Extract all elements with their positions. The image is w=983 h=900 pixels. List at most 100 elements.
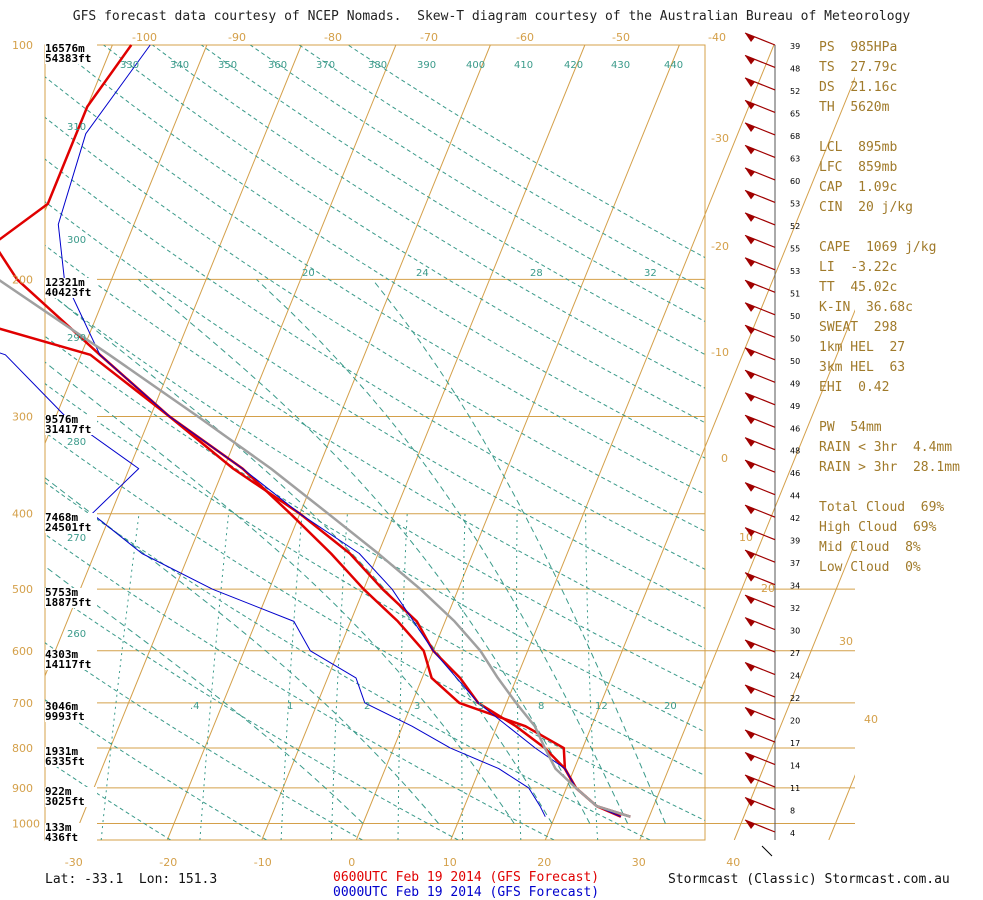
pressure-tick-100: 100	[12, 39, 33, 52]
wind-barb	[744, 234, 776, 248]
dry-adiabat	[45, 699, 267, 840]
wind-height-label: 37	[790, 559, 800, 568]
stat-label: LFC	[819, 160, 843, 175]
altitude-meters: 7468m	[45, 510, 79, 524]
stat-value: 4.4mm	[912, 440, 953, 455]
mixing-ratio-label: 2	[364, 701, 370, 712]
series-layer	[0, 44, 631, 818]
mixing-ratio-label: 20	[664, 701, 677, 712]
stat-row: TT 45.02c	[819, 278, 960, 298]
wind-barb	[744, 279, 776, 293]
wind-height-label: 22	[790, 694, 800, 703]
wind-barb	[744, 32, 776, 46]
wind-barb	[744, 549, 776, 563]
mixing-ratio-line	[280, 513, 303, 840]
wind-barb-flag	[745, 55, 755, 65]
stat-value: -3.22c	[850, 260, 898, 275]
altitude-feet: 31417ft	[45, 423, 92, 437]
stat-label: RAIN > 3hr	[819, 460, 898, 475]
moist-adiabat	[45, 565, 364, 824]
wind-barb-flag	[745, 77, 755, 87]
isotherm	[733, 541, 855, 840]
wind-barb	[744, 482, 776, 496]
stat-row: LFC 859mb	[819, 158, 960, 178]
isotherm	[45, 45, 302, 678]
isotherm	[450, 45, 775, 840]
wind-height-label: 39	[790, 42, 800, 51]
wind-barb	[744, 54, 776, 69]
wind-height-label: 44	[790, 492, 800, 501]
stat-row: LI -3.22c	[819, 258, 960, 278]
sounding-stats: PS 985HPa TS 27.79c DS 21.16c TH 5620m LCL …	[819, 38, 960, 578]
mixing-ratio-label: 1	[287, 701, 293, 712]
wind-barb	[744, 572, 776, 586]
wind-barb	[744, 459, 776, 473]
isotherm	[544, 76, 855, 840]
stat-row: RAIN > 3hr 28.1mm	[819, 458, 960, 478]
moist-adiabat	[45, 361, 515, 824]
temp-tick-bottom: 0	[348, 856, 355, 869]
stat-value: 21.16c	[850, 80, 898, 95]
wind-height-label: 39	[790, 537, 800, 546]
wind-barb-flag	[745, 550, 755, 560]
dry-adiabat	[45, 201, 705, 609]
wind-height-label: 46	[790, 424, 800, 433]
wind-barb-flag	[745, 392, 755, 402]
stat-row: 1km HEL 27	[819, 338, 960, 358]
altitude-label-200: 12321m 40423ft	[45, 277, 97, 299]
temp-tick-bottom: -20	[159, 856, 177, 869]
altitude-label-700: 3046m 9993ft	[45, 701, 97, 722]
stat-value: 298	[873, 320, 898, 335]
wind-barb	[744, 819, 776, 833]
stat-row: Total Cloud 69%	[819, 498, 960, 518]
stat-label: EHI	[819, 380, 843, 395]
dry-adiabat	[45, 587, 459, 840]
wind-barb-flag	[745, 707, 755, 717]
dry-adiabat-label: 430	[611, 60, 630, 71]
stat-label: CIN	[819, 200, 843, 215]
dry-adiabat-label: 310	[67, 122, 86, 133]
dry-adiabat-label: 300	[67, 235, 86, 246]
wind-barbs: 3948526568636053525553515050504949464846…	[744, 32, 800, 857]
wind-barb-flag	[745, 527, 755, 537]
wind-barb-flag	[745, 347, 755, 357]
dry-adiabat-label: 260	[67, 629, 86, 640]
wind-barb	[744, 144, 776, 158]
wind-barb-flag	[745, 100, 755, 110]
mixing-ratio-line	[585, 513, 599, 840]
wind-barb-flag	[745, 572, 755, 582]
temp-tick-top: -80	[324, 31, 342, 44]
wind-barb	[744, 751, 776, 766]
pressure-tick-800: 800	[12, 742, 33, 755]
wind-barb	[744, 504, 776, 518]
wind-height-label: 30	[790, 627, 800, 636]
temp-tick-top: -90	[228, 31, 246, 44]
wind-height-label: 63	[790, 154, 800, 163]
dry-adiabat-label: 410	[514, 60, 533, 71]
wind-barb	[744, 167, 776, 181]
isotherm	[261, 45, 586, 840]
wind-barb	[744, 684, 776, 698]
dry-adiabat-label: 370	[316, 60, 335, 71]
temp-tick-bottom: 20	[537, 856, 551, 869]
altitude-label-300: 9576m 31417ft	[45, 413, 97, 437]
altitude-meters: 1931m	[45, 745, 79, 759]
wind-height-label: 32	[790, 604, 800, 613]
wind-barb-flag	[745, 302, 755, 312]
wind-barb	[744, 369, 776, 383]
isotherm	[355, 45, 680, 840]
wind-height-label: 49	[790, 402, 800, 411]
altitude-feet: 3025ft	[45, 794, 85, 808]
stat-row: CAP 1.09c	[819, 178, 960, 198]
stat-label: Low Cloud	[819, 560, 890, 575]
moist-adiabat-label: 24	[416, 268, 429, 279]
altitude-meters: 9576m	[45, 413, 79, 427]
pressure-tick-1000: 1000	[12, 818, 40, 831]
wind-barb-flag	[745, 280, 755, 290]
dry-adiabat	[45, 481, 651, 840]
altitude-label-800: 1931m 6335ft	[45, 745, 97, 768]
stat-row: 3km HEL 63	[819, 358, 960, 378]
wind-barb-flag	[745, 460, 755, 470]
wind-height-label: 51	[790, 289, 800, 298]
